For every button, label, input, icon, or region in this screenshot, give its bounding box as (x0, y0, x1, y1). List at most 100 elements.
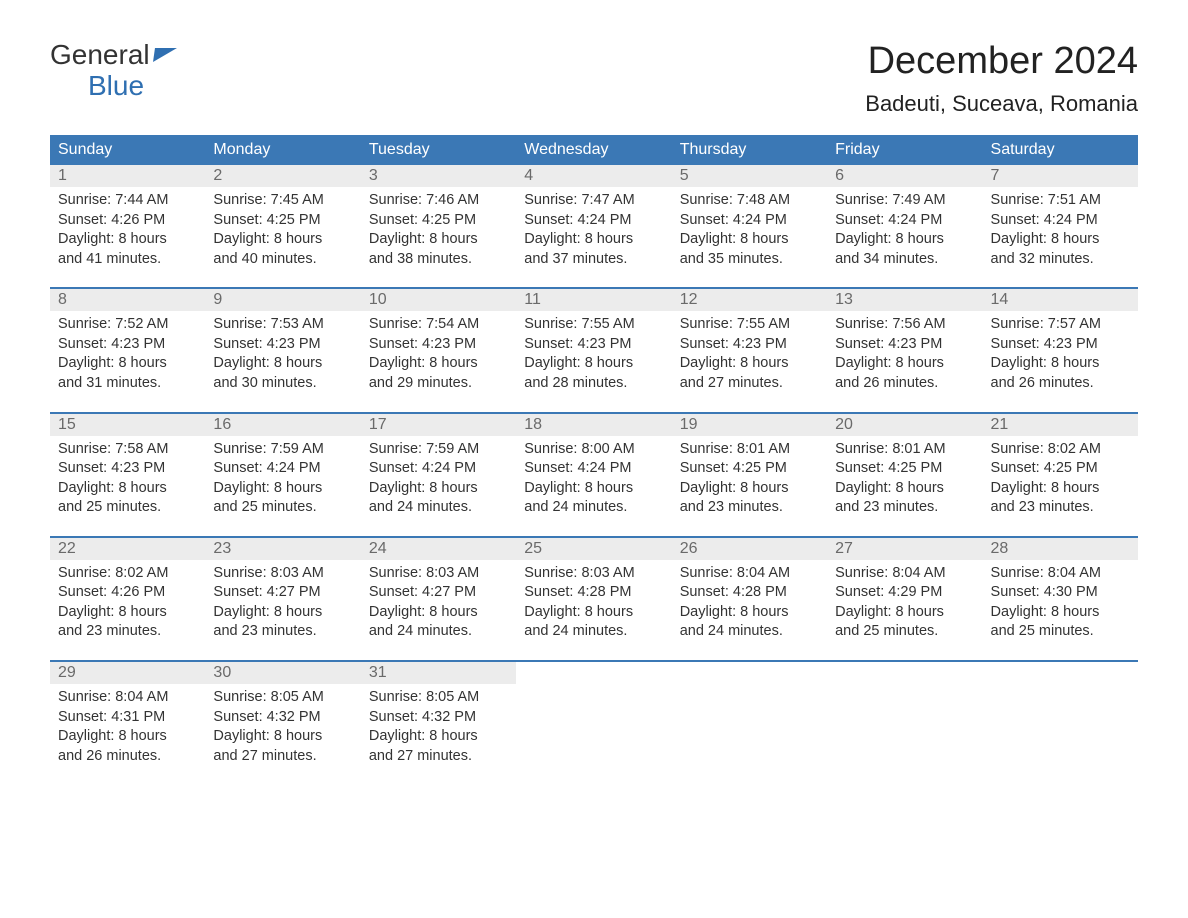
day-cell: Sunrise: 8:01 AMSunset: 4:25 PMDaylight:… (672, 436, 827, 537)
day-number (516, 662, 671, 684)
day-line: Sunset: 4:29 PM (835, 583, 974, 603)
day-line: Sunset: 4:28 PM (524, 583, 663, 603)
day-number: 27 (827, 538, 982, 560)
day-cell: Sunrise: 8:03 AMSunset: 4:27 PMDaylight:… (361, 560, 516, 661)
day-number: 16 (205, 414, 360, 436)
day-line: Sunrise: 7:55 AM (524, 315, 663, 335)
day-line: and 27 minutes. (369, 747, 508, 767)
day-cell: Sunrise: 8:05 AMSunset: 4:32 PMDaylight:… (361, 684, 516, 784)
day-number: 1 (50, 165, 205, 187)
day-line: Daylight: 8 hours (213, 603, 352, 623)
day-number: 5 (672, 165, 827, 187)
day-line: and 25 minutes. (991, 622, 1130, 642)
location-label: Badeuti, Suceava, Romania (865, 91, 1138, 117)
day-number: 22 (50, 538, 205, 560)
day-number: 21 (983, 414, 1138, 436)
day-line: Daylight: 8 hours (991, 230, 1130, 250)
day-line: Daylight: 8 hours (524, 603, 663, 623)
day-cell: Sunrise: 7:48 AMSunset: 4:24 PMDaylight:… (672, 187, 827, 288)
day-number: 2 (205, 165, 360, 187)
day-number: 23 (205, 538, 360, 560)
day-line: Sunrise: 8:04 AM (991, 564, 1130, 584)
day-line: Sunset: 4:24 PM (991, 211, 1130, 231)
day-cell: Sunrise: 7:58 AMSunset: 4:23 PMDaylight:… (50, 436, 205, 537)
day-line: and 25 minutes. (58, 498, 197, 518)
calendar-table: SundayMondayTuesdayWednesdayThursdayFrid… (50, 135, 1138, 784)
day-line: and 41 minutes. (58, 250, 197, 270)
day-line: Sunrise: 7:52 AM (58, 315, 197, 335)
day-line: Sunrise: 7:45 AM (213, 191, 352, 211)
day-line: Daylight: 8 hours (58, 479, 197, 499)
day-number: 28 (983, 538, 1138, 560)
day-line: Sunset: 4:25 PM (680, 459, 819, 479)
day-content-row: Sunrise: 7:44 AMSunset: 4:26 PM Daylight:… (50, 187, 1138, 288)
day-number: 30 (205, 662, 360, 684)
day-number: 18 (516, 414, 671, 436)
day-line: Daylight: 8 hours (835, 603, 974, 623)
day-line: Sunset: 4:32 PM (213, 708, 352, 728)
day-cell (827, 684, 982, 784)
day-line: Sunrise: 8:04 AM (58, 688, 197, 708)
day-number: 14 (983, 289, 1138, 311)
day-line: Sunset: 4:27 PM (213, 583, 352, 603)
day-line: and 23 minutes. (991, 498, 1130, 518)
day-line: Sunrise: 7:54 AM (369, 315, 508, 335)
day-cell: Sunrise: 7:44 AMSunset: 4:26 PMDaylight:… (50, 187, 205, 288)
day-cell: Sunrise: 7:57 AMSunset: 4:23 PMDaylight:… (983, 311, 1138, 412)
day-number: 13 (827, 289, 982, 311)
day-number: 4 (516, 165, 671, 187)
day-line: Sunrise: 7:59 AM (213, 440, 352, 460)
day-line: and 24 minutes. (524, 498, 663, 518)
day-line: Daylight: 8 hours (680, 479, 819, 499)
day-line: and 26 minutes. (835, 374, 974, 394)
day-line: Sunrise: 8:01 AM (835, 440, 974, 460)
day-line: Sunset: 4:25 PM (835, 459, 974, 479)
day-number-row: 1234567 (50, 165, 1138, 187)
page-header: General Blue December 2024 Badeuti, Suce… (50, 40, 1138, 125)
day-cell (672, 684, 827, 784)
day-cell: Sunrise: 8:05 AMSunset: 4:32 PMDaylight:… (205, 684, 360, 784)
day-line: Daylight: 8 hours (369, 230, 508, 250)
day-line: Daylight: 8 hours (991, 603, 1130, 623)
day-number: 17 (361, 414, 516, 436)
day-cell: Sunrise: 8:02 AMSunset: 4:26 PMDaylight:… (50, 560, 205, 661)
logo: General Blue (50, 40, 176, 102)
day-line: and 24 minutes. (369, 498, 508, 518)
day-line: Daylight: 8 hours (369, 354, 508, 374)
day-line: and 24 minutes. (524, 622, 663, 642)
day-line: Sunrise: 8:05 AM (369, 688, 508, 708)
day-number: 9 (205, 289, 360, 311)
day-cell: Sunrise: 8:03 AMSunset: 4:28 PMDaylight:… (516, 560, 671, 661)
day-line: and 38 minutes. (369, 250, 508, 270)
day-number: 3 (361, 165, 516, 187)
day-cell: Sunrise: 7:55 AMSunset: 4:23 PMDaylight:… (672, 311, 827, 412)
day-line: and 23 minutes. (680, 498, 819, 518)
day-line: Sunset: 4:24 PM (213, 459, 352, 479)
day-header: Monday (205, 135, 360, 165)
day-cell: Sunrise: 7:46 AMSunset: 4:25 PMDaylight:… (361, 187, 516, 288)
day-line: Sunrise: 7:44 AM (58, 191, 197, 211)
day-line: Sunset: 4:31 PM (58, 708, 197, 728)
day-line: and 28 minutes. (524, 374, 663, 394)
day-number: 12 (672, 289, 827, 311)
day-cell: Sunrise: 7:45 AMSunset: 4:25 PMDaylight:… (205, 187, 360, 288)
day-number: 26 (672, 538, 827, 560)
day-cell: Sunrise: 7:59 AMSunset: 4:24 PMDaylight:… (361, 436, 516, 537)
day-line: Sunset: 4:26 PM (58, 211, 197, 231)
day-cell: Sunrise: 7:49 AMSunset: 4:24 PMDaylight:… (827, 187, 982, 288)
day-line: and 37 minutes. (524, 250, 663, 270)
day-line: Daylight: 8 hours (835, 479, 974, 499)
day-line: Daylight: 8 hours (524, 479, 663, 499)
day-cell: Sunrise: 8:00 AMSunset: 4:24 PMDaylight:… (516, 436, 671, 537)
day-line: Sunrise: 7:59 AM (369, 440, 508, 460)
day-line: and 40 minutes. (213, 250, 352, 270)
logo-text-1: General (50, 40, 150, 71)
day-header: Sunday (50, 135, 205, 165)
day-line: Sunset: 4:24 PM (369, 459, 508, 479)
day-line: Daylight: 8 hours (835, 230, 974, 250)
day-number-row: 15161718192021 (50, 414, 1138, 436)
day-line: Daylight: 8 hours (680, 230, 819, 250)
day-line: Sunset: 4:24 PM (680, 211, 819, 231)
day-line: and 27 minutes. (213, 747, 352, 767)
day-line: Sunrise: 7:47 AM (524, 191, 663, 211)
